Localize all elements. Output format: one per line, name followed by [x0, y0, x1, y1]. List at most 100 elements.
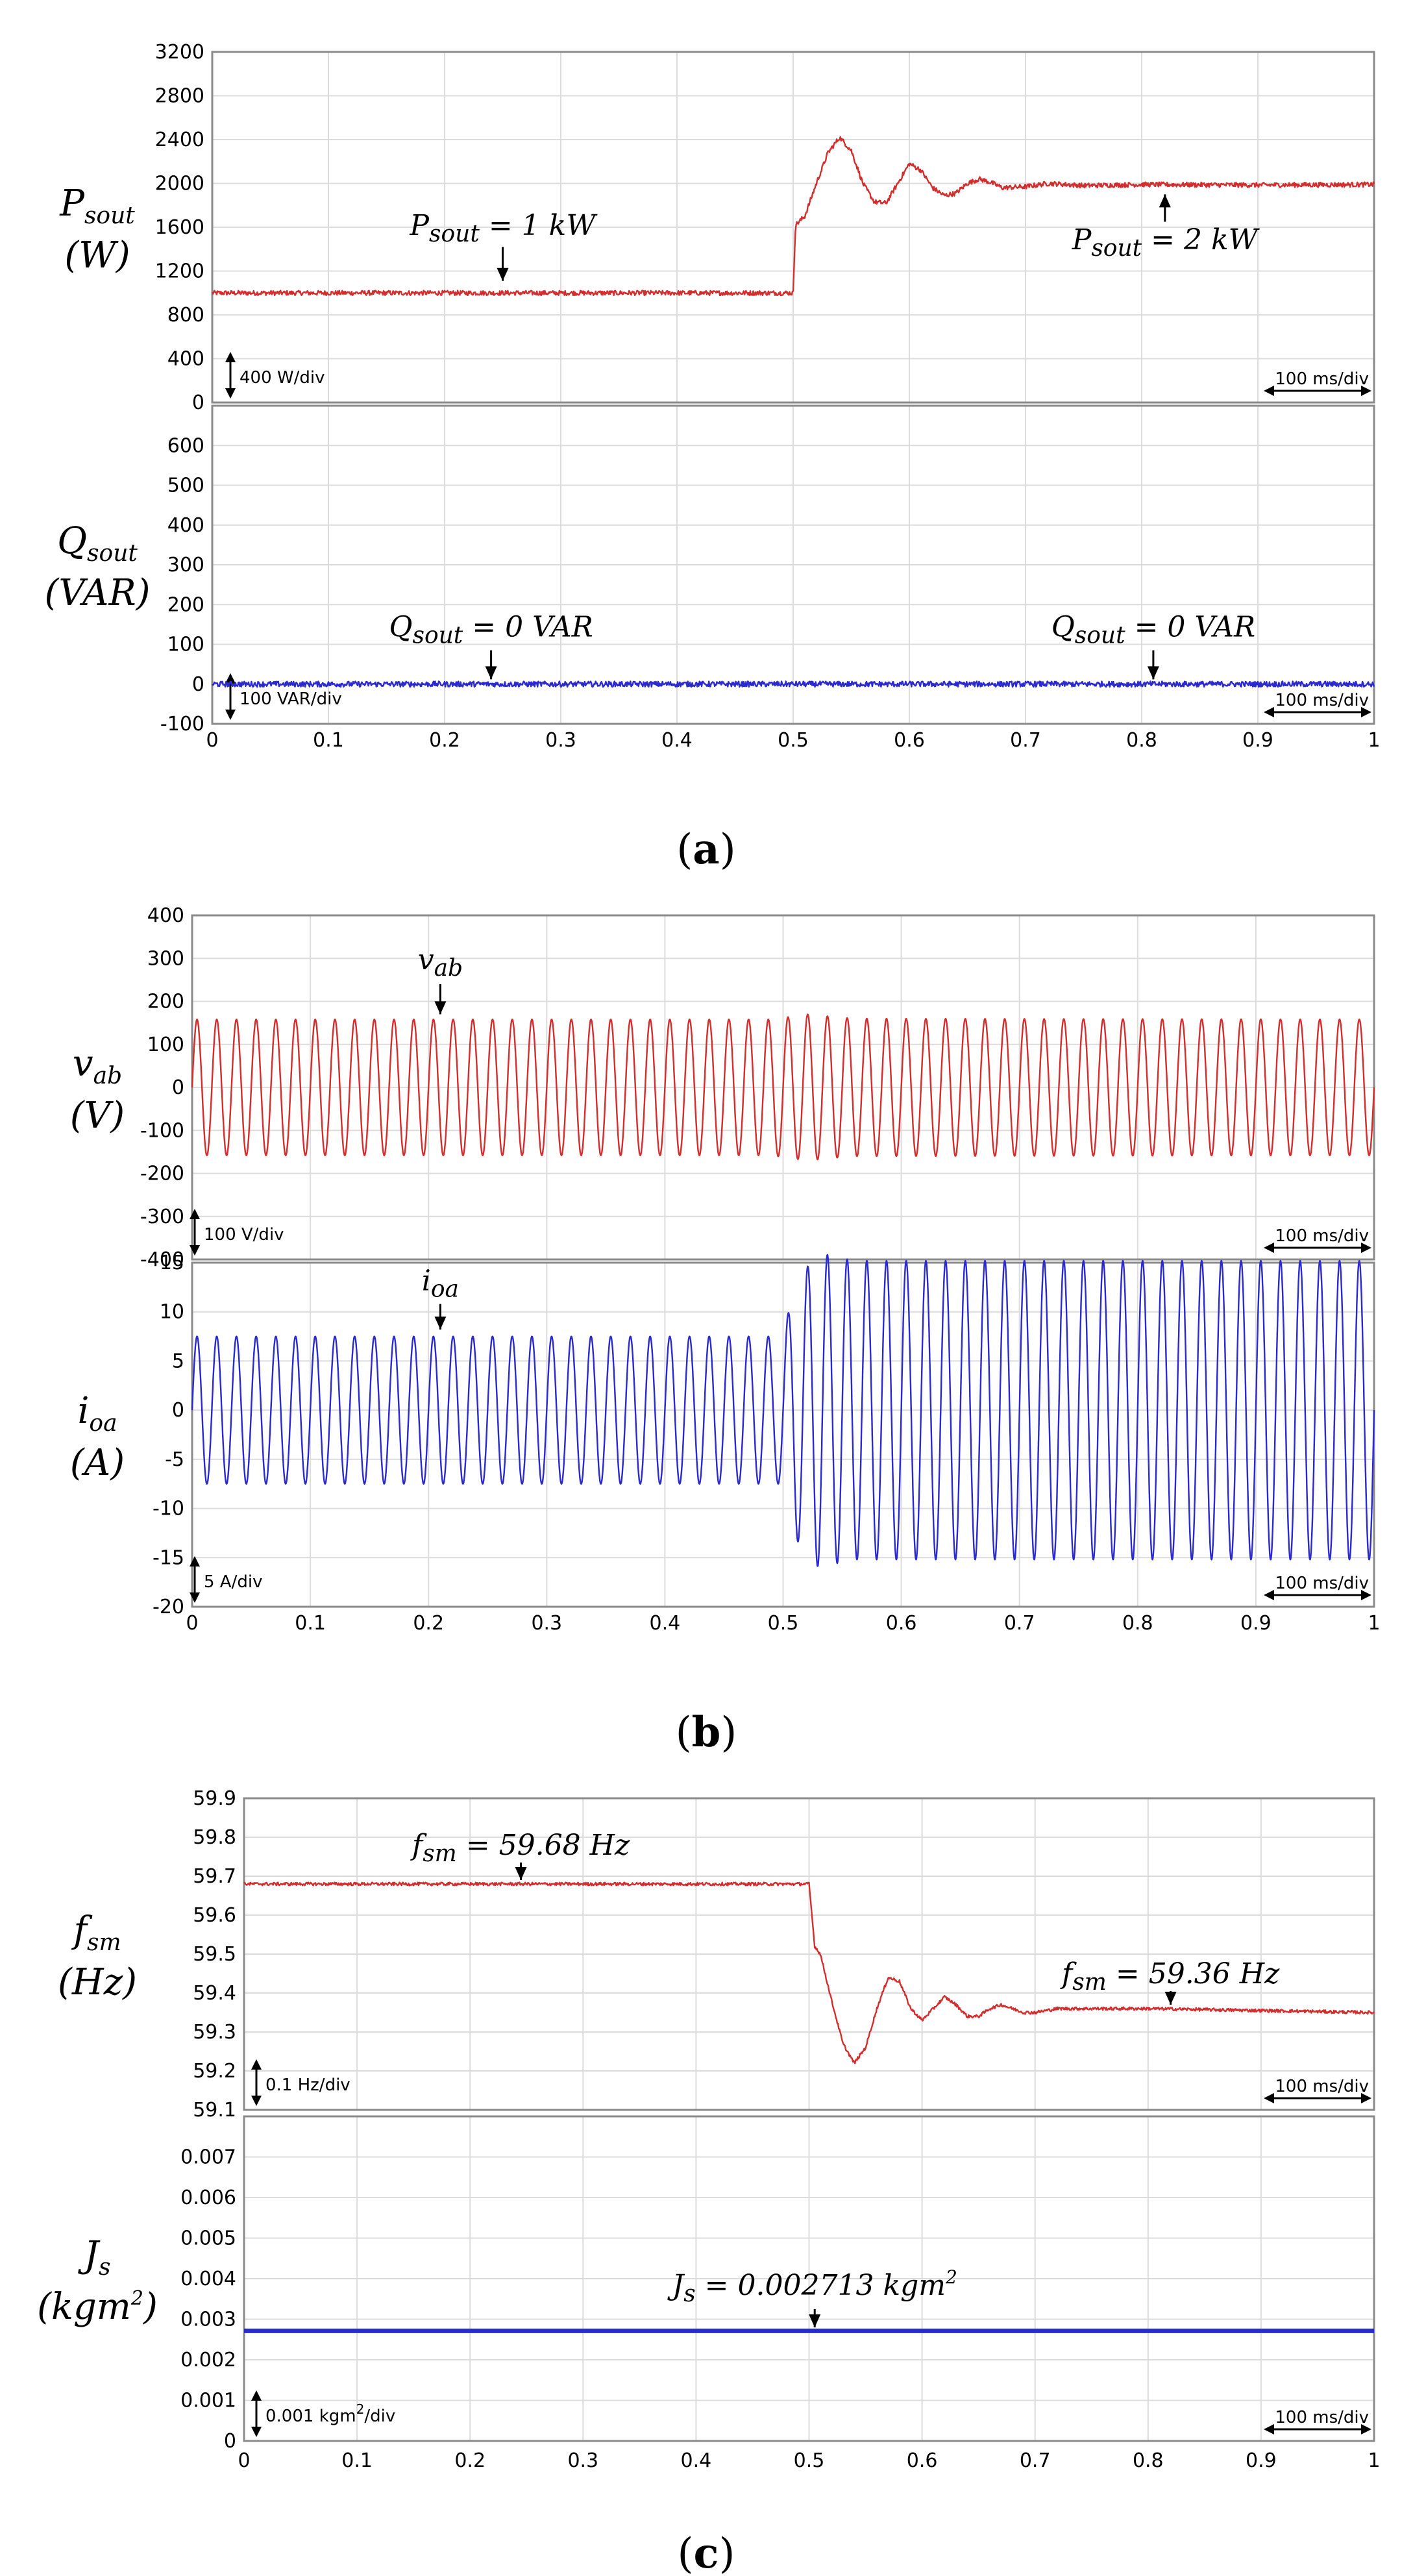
panel-a: 0400800120016002000240028003200Psout(W)4… — [45, 41, 1381, 874]
y-tick-label: 0.003 — [180, 2309, 236, 2331]
y-tick-label: -5 — [165, 1448, 184, 1471]
x-tick-label: 1 — [1368, 1612, 1380, 1635]
scale-arrow-head — [251, 2096, 262, 2106]
x-tick-label: 0.6 — [886, 1612, 917, 1635]
x-tick-label: 0.3 — [545, 729, 576, 752]
x-tick-label: 0 — [238, 2449, 250, 2472]
scale-arrow-head — [190, 1245, 200, 1256]
time-scale-label: 100 ms/div — [1275, 1574, 1369, 1593]
callout-arrow-head — [434, 1316, 447, 1330]
y-tick-label: 59.9 — [193, 1787, 236, 1810]
callout-arrow-head — [434, 1001, 447, 1015]
time-arrow-head — [1264, 1590, 1274, 1600]
y-tick-label: 59.5 — [193, 1943, 236, 1966]
scale-arrow-head — [251, 2059, 262, 2070]
x-tick-label: 0.7 — [1010, 729, 1041, 752]
panel-caption: (c) — [678, 2529, 735, 2576]
scale-arrow-head — [251, 2390, 262, 2401]
y-tick-label: 100 — [147, 1034, 184, 1056]
time-arrow-head — [1361, 1590, 1371, 1600]
x-tick-label: 0.4 — [650, 1612, 681, 1635]
x-tick-label: 0.4 — [681, 2449, 712, 2472]
scale-arrow-head — [190, 1209, 200, 1219]
y-axis-label: Psout — [59, 182, 135, 229]
callout-arrow-head — [515, 1867, 527, 1880]
y-tick-label: -400 — [140, 1248, 184, 1271]
y-tick-label: -100 — [160, 713, 204, 736]
y-tick-label: 10 — [160, 1301, 184, 1324]
time-arrow-head — [1264, 2093, 1274, 2103]
time-scale-label: 100 ms/div — [1275, 369, 1369, 389]
callout-label: ioa — [422, 1264, 459, 1302]
x-tick-label: 0.3 — [531, 1612, 562, 1635]
y-tick-label: 59.7 — [193, 1865, 236, 1888]
x-tick-label: 1 — [1368, 729, 1380, 752]
scale-label: 100 V/div — [204, 1225, 284, 1245]
y-tick-label: 500 — [167, 475, 204, 497]
scale-label: 5 A/div — [204, 1572, 262, 1592]
panel-c: 59.1 59.2 59.3 59.4 59.5 59.6 59.7 59.8 59.9 fsm (… — [37, 1787, 1380, 2576]
y-axis-label: Qsout — [57, 520, 138, 567]
y-axis-label: fsm — [71, 1909, 121, 1956]
x-tick-label: 0.9 — [1240, 1612, 1272, 1635]
x-tick-label: 0.6 — [907, 2449, 938, 2472]
scale-arrow-head — [225, 710, 236, 720]
time-scale-label: 100 ms/div — [1275, 691, 1369, 710]
time-arrow-head — [1264, 1243, 1274, 1253]
callout-arrow-head — [1159, 194, 1171, 208]
y-axis-unit: (A) — [70, 1442, 125, 1484]
callout-label: vab — [418, 943, 463, 982]
x-tick-label: 0.2 — [413, 1612, 444, 1635]
y-axis-unit: (Hz) — [58, 1961, 137, 2003]
scale-label: 0.001 kgm2/div — [265, 2401, 395, 2426]
series-line-vab — [191, 1013, 1375, 1161]
series-line-Qsout — [212, 680, 1375, 688]
callout-label: fsm = 59.68 Hz — [410, 1829, 630, 1867]
x-tick-label: 0.3 — [567, 2449, 598, 2472]
time-arrow-head — [1361, 707, 1371, 717]
y-tick-label: 0.002 — [180, 2349, 236, 2372]
plot-frame — [243, 1797, 1375, 2111]
y-tick-label: 0.006 — [180, 2186, 236, 2209]
plot-frame — [211, 404, 1375, 725]
y-tick-label: 59.3 — [193, 2021, 236, 2044]
y-tick-label: 800 — [167, 304, 204, 327]
scale-arrow-head — [225, 352, 236, 362]
y-tick-label: 3200 — [155, 41, 204, 64]
x-tick-label: 0.5 — [768, 1612, 799, 1635]
subplot-fsm: 59.1 59.2 59.3 59.4 59.5 59.6 59.7 59.8 59.9 fsm (… — [58, 1787, 1375, 2122]
y-tick-label: 0.007 — [180, 2146, 236, 2169]
y-tick-label: 1600 — [155, 216, 204, 239]
time-arrow-head — [1361, 2093, 1371, 2103]
x-tick-label: 0.9 — [1246, 2449, 1277, 2472]
x-tick-label: 0 — [206, 729, 218, 752]
scale-arrow-head — [190, 1556, 200, 1567]
y-tick-label: -20 — [153, 1596, 184, 1618]
plot-frame — [211, 51, 1375, 404]
y-tick-label: -15 — [153, 1546, 184, 1569]
y-tick-label: 59.6 — [193, 1904, 236, 1927]
y-tick-label: 300 — [167, 554, 204, 576]
y-tick-label: 100 — [167, 634, 204, 656]
y-axis-label: ioa — [77, 1390, 117, 1437]
y-tick-label: 0 — [172, 1076, 184, 1099]
series-line-ioa — [191, 1254, 1375, 1567]
x-tick-label: 0.4 — [661, 729, 693, 752]
scale-label: 100 VAR/div — [240, 689, 342, 709]
subplot-Qsout: -100 0 100 200 300 400 500 600 Qsout (VAR) 100 VAR… — [45, 404, 1375, 736]
subplot-Js: 0 0.001 0.002 0.003 0.004 0.005 0.006 0.007 Js (k… — [37, 2115, 1375, 2453]
scale-label: 400 W/div — [240, 368, 325, 388]
y-tick-label: 0 — [192, 391, 204, 414]
callout-label: Qsout = 0 VAR — [1051, 610, 1255, 649]
x-tick-label: 0.1 — [295, 1612, 326, 1635]
callout-label: Qsout = 0 VAR — [389, 610, 593, 649]
callout-arrow-head — [809, 2314, 821, 2327]
x-tick-label: 0.5 — [778, 729, 809, 752]
subplot-ioa: -20 -15 -10 -5 0 5 10 15 ioa (A) 5 A/div 100 ms/div… — [70, 1252, 1375, 1618]
y-axis-unit: (kgm2) — [37, 2286, 158, 2328]
time-scale-label: 100 ms/div — [1275, 2408, 1369, 2427]
y-tick-label: 15 — [160, 1252, 184, 1274]
x-tick-label: 0.2 — [429, 729, 460, 752]
scale-arrow-head — [190, 1592, 200, 1603]
